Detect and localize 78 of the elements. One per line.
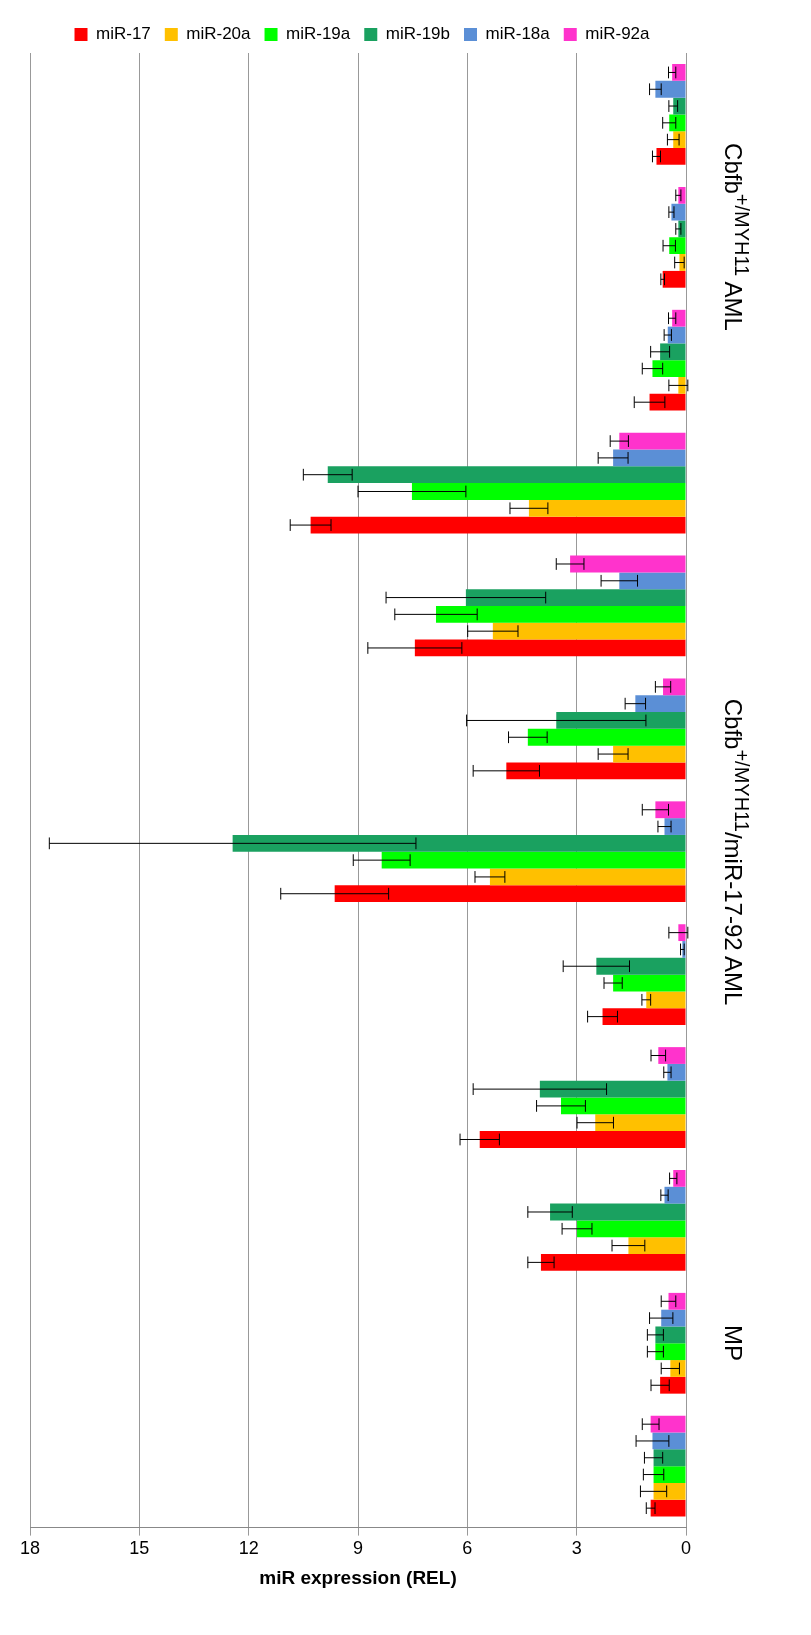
bar: [655, 1326, 686, 1344]
x-tick-label: 12: [238, 1538, 259, 1559]
bar: [670, 1360, 686, 1377]
bar: [669, 237, 686, 255]
bar: [465, 589, 686, 606]
bar: [506, 762, 686, 780]
bar: [646, 991, 686, 1009]
bar: [528, 499, 686, 517]
bar: [667, 326, 686, 344]
bar: [628, 1237, 686, 1254]
bar: [479, 1131, 686, 1148]
bar: [327, 466, 686, 484]
x-tick-label: 3: [571, 1538, 582, 1559]
bar: [619, 572, 686, 590]
bar: [653, 1449, 686, 1467]
bar: [540, 1253, 686, 1271]
bar: [669, 114, 686, 132]
bar: [635, 695, 686, 713]
bar: [527, 728, 686, 746]
bar: [232, 834, 686, 852]
bar: [656, 148, 686, 165]
bar: [492, 622, 686, 640]
bar: [663, 678, 686, 696]
bar: [655, 80, 686, 98]
bar: [678, 377, 686, 394]
bar: [619, 432, 686, 450]
bar: [667, 1063, 686, 1081]
legend-label: miR-19a: [286, 24, 351, 44]
bar: [652, 360, 686, 377]
bar: [411, 483, 686, 500]
bar: [570, 555, 686, 573]
bar: [595, 1114, 686, 1132]
x-tick-label: 15: [129, 1538, 150, 1559]
bar: [489, 868, 686, 886]
bar: [653, 1482, 686, 1500]
bar: [435, 605, 686, 623]
bar: [381, 851, 686, 869]
y-tick-label: MP: [719, 1325, 748, 1362]
bar: [650, 1415, 686, 1433]
x-axis-title: miR expression (REL): [259, 1566, 457, 1588]
bar: [596, 957, 686, 975]
x-tick-label: 6: [462, 1538, 473, 1559]
bar: [414, 639, 686, 657]
bar: [672, 64, 686, 81]
bar: [658, 1047, 686, 1064]
bar: [539, 1080, 686, 1098]
legend-label: miR-20a: [186, 24, 252, 44]
legend-label: miR-92a: [585, 24, 651, 44]
bar: [334, 885, 686, 903]
bar: [668, 1292, 686, 1310]
bar: [613, 745, 686, 763]
bar: [650, 1499, 686, 1517]
x-tick-label: 18: [19, 1538, 41, 1559]
bar: [655, 1343, 686, 1361]
bar: [577, 1220, 686, 1238]
bar: [561, 1097, 686, 1115]
legend-label: miR-17: [96, 24, 151, 44]
legend-label: miR-18a: [485, 24, 551, 44]
bar: [550, 1203, 686, 1221]
bar: [664, 818, 686, 835]
bar: [660, 1376, 686, 1394]
bar: [613, 974, 686, 992]
bar: [649, 393, 686, 411]
bar: [653, 1466, 686, 1483]
bar: [662, 270, 686, 288]
bar: [673, 97, 686, 115]
bar: [556, 712, 686, 729]
bar: [672, 309, 686, 327]
bar: [602, 1008, 686, 1026]
x-tick-label: 0: [680, 1538, 692, 1559]
bar: [310, 516, 686, 534]
bar: [613, 449, 686, 467]
x-tick-label: 9: [352, 1538, 364, 1559]
bar: [678, 924, 686, 942]
legend-label: miR-19b: [385, 24, 451, 44]
bar: [655, 801, 686, 819]
bar: [660, 343, 686, 361]
bar: [664, 1186, 686, 1204]
